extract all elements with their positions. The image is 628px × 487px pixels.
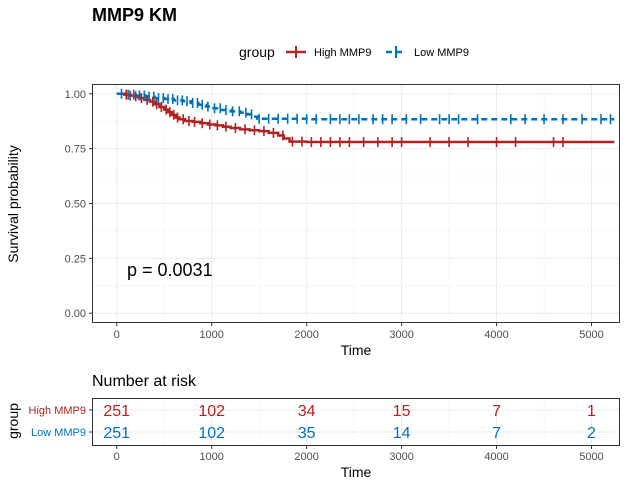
km-censor-marks <box>120 88 612 148</box>
risk-x-tick-label: 1000 <box>199 451 223 463</box>
risk-value-high: 34 <box>298 403 316 420</box>
km-y-axis: 0.00 0.25 0.50 0.75 1.00 <box>65 89 93 320</box>
risk-x-tick-label: 2000 <box>294 451 318 463</box>
km-y-tick-label: 0.25 <box>65 253 86 265</box>
km-x-tick-label: 5000 <box>579 329 603 341</box>
km-plot-panel: 0.00 0.25 0.50 0.75 1.00 0 1000 2000 3000 4000 50… <box>65 84 620 341</box>
risk-value-low: 35 <box>298 425 316 442</box>
km-y-axis-title: Survival probability <box>5 145 21 263</box>
risk-table-title: Number at risk <box>92 373 197 390</box>
risk-value-low: 2 <box>587 425 596 442</box>
legend: group High MMP9 Low MMP9 <box>239 44 469 60</box>
risk-value-high: 15 <box>393 403 411 420</box>
legend-label-low: Low MMP9 <box>414 47 469 59</box>
km-x-tick-label: 0 <box>114 329 120 341</box>
risk-value-low: 251 <box>103 425 130 442</box>
km-x-axis-title: Time <box>341 342 372 358</box>
risk-x-tick-label: 0 <box>114 451 120 463</box>
risk-value-high: 102 <box>198 403 225 420</box>
risk-y-axis-title: group <box>5 403 21 439</box>
chart-title: MMP9 KM <box>92 5 177 25</box>
risk-x-tick-label: 3000 <box>389 451 413 463</box>
risk-value-low: 14 <box>393 425 411 442</box>
risk-value-high: 1 <box>587 403 596 420</box>
risk-row-label-high: High MMP9 <box>29 405 86 417</box>
legend-label-high: High MMP9 <box>314 47 371 59</box>
risk-row-labels: High MMP9 Low MMP9 <box>29 405 93 439</box>
km-y-tick-label: 0.50 <box>65 199 86 211</box>
km-x-tick-label: 4000 <box>484 329 508 341</box>
km-curve-low <box>116 92 615 121</box>
km-x-tick-label: 2000 <box>294 329 318 341</box>
risk-x-axis-title: Time <box>341 464 372 480</box>
risk-value-low: 7 <box>492 425 501 442</box>
km-y-tick-label: 0.75 <box>65 144 86 156</box>
risk-value-high: 251 <box>103 403 130 420</box>
risk-row-label-low: Low MMP9 <box>31 427 86 439</box>
km-y-tick-label: 1.00 <box>65 89 86 101</box>
km-x-tick-label: 3000 <box>389 329 413 341</box>
risk-value-low: 102 <box>198 425 225 442</box>
km-curves <box>116 92 615 144</box>
legend-title: group <box>239 44 275 60</box>
p-value-annotation: p = 0.0031 <box>127 260 213 280</box>
km-gridlines <box>93 85 620 322</box>
risk-x-axis: 0 1000 2000 3000 4000 5000 <box>114 445 604 463</box>
km-x-tick-label: 1000 <box>199 329 223 341</box>
km-y-tick-label: 0.00 <box>65 308 86 320</box>
risk-table-panel: 251 102 34 15 7 1 251 102 35 14 7 2 High MMP9 Low MM… <box>29 398 620 463</box>
risk-values: 251 102 34 15 7 1 251 102 35 14 7 2 <box>103 403 596 442</box>
risk-panel-border <box>92 398 620 446</box>
km-x-axis: 0 1000 2000 3000 4000 5000 <box>114 322 604 341</box>
risk-gridlines <box>93 399 620 445</box>
risk-x-tick-label: 5000 <box>579 451 603 463</box>
risk-value-high: 7 <box>492 403 501 420</box>
risk-x-tick-label: 4000 <box>484 451 508 463</box>
